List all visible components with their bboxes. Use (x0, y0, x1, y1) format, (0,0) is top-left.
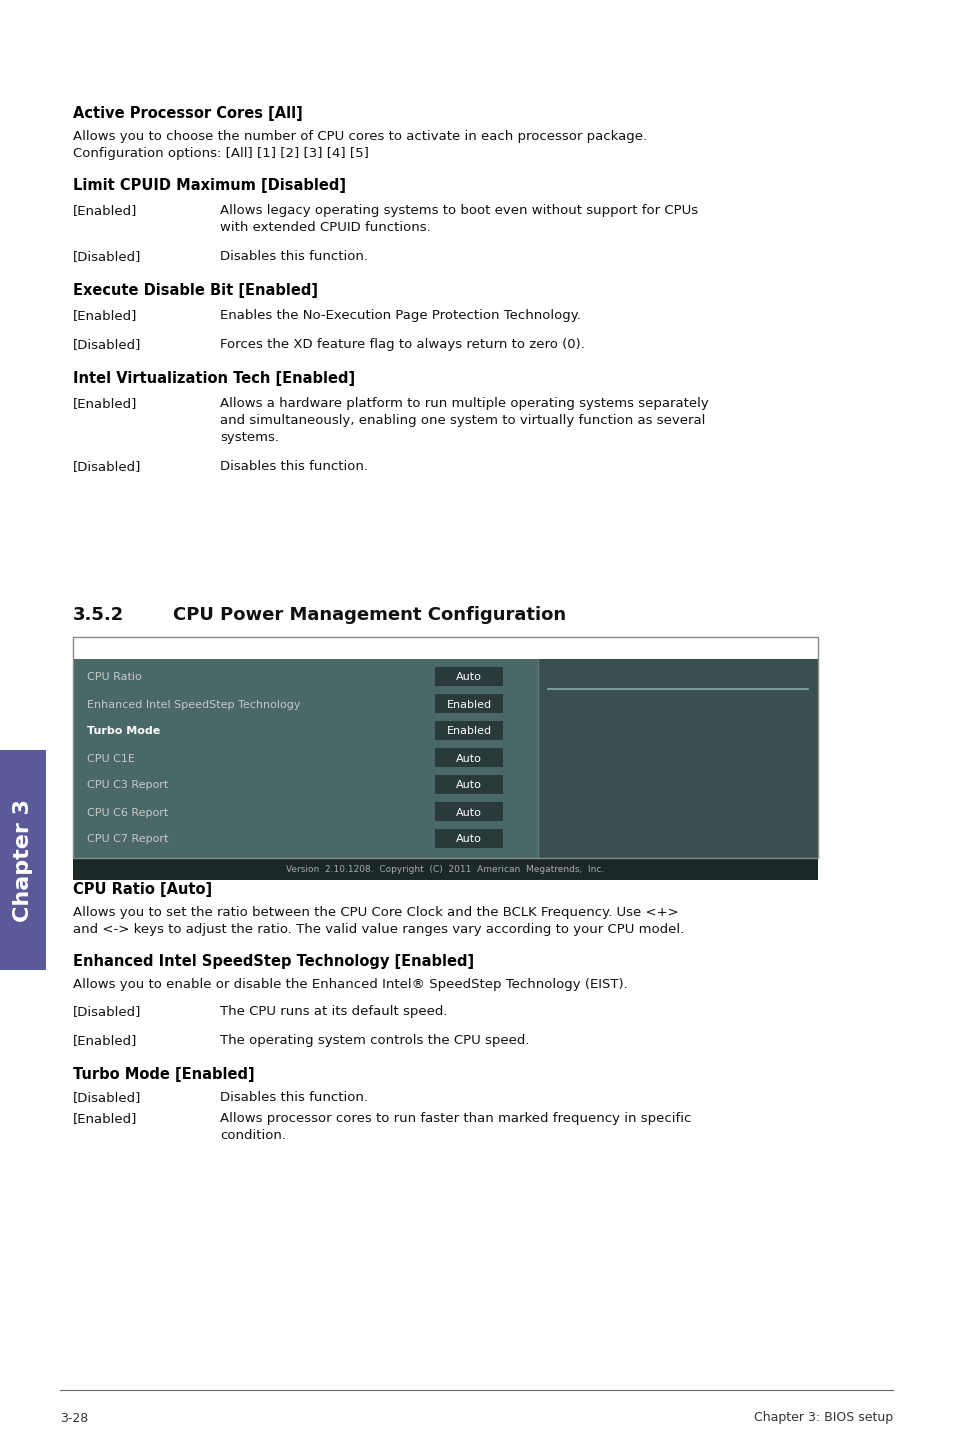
Text: systems.: systems. (220, 431, 278, 444)
Text: Disables this function.: Disables this function. (220, 250, 368, 263)
Text: and simultaneously, enabling one system to virtually function as several: and simultaneously, enabling one system … (220, 414, 704, 427)
Bar (73, 858, 817, 880)
Text: Chapter 3: Chapter 3 (13, 798, 33, 922)
Bar (435, 802, 502, 821)
Text: CPU C1E: CPU C1E (87, 754, 134, 764)
Text: Execute Disable Bit [Enabled]: Execute Disable Bit [Enabled] (73, 283, 317, 298)
Text: [Disabled]: [Disabled] (73, 338, 141, 351)
Text: 3-28: 3-28 (60, 1412, 89, 1425)
Bar (73, 659, 537, 858)
Text: [Disabled]: [Disabled] (73, 250, 141, 263)
Text: Allows processor cores to run faster than marked frequency in specific: Allows processor cores to run faster tha… (220, 1112, 691, 1125)
Text: Allows you to set the ratio between the CPU Core Clock and the BCLK Frequency. U: Allows you to set the ratio between the … (73, 906, 678, 919)
Bar (537, 659, 817, 858)
Text: Auto: Auto (456, 834, 481, 844)
Text: Enabled: Enabled (446, 699, 491, 709)
Text: Allows a hardware platform to run multiple operating systems separately: Allows a hardware platform to run multip… (220, 397, 708, 410)
Bar (435, 720, 502, 741)
Text: Enabled: Enabled (446, 726, 491, 736)
Text: Disables this function.: Disables this function. (220, 460, 368, 473)
Text: Allows you to enable or disable the Enhanced Intel® SpeedStep Technology (EIST).: Allows you to enable or disable the Enha… (73, 978, 627, 991)
Text: [Disabled]: [Disabled] (73, 1005, 141, 1018)
Text: condition.: condition. (220, 1129, 286, 1142)
Bar (435, 828, 502, 848)
Text: [Enabled]: [Enabled] (73, 309, 137, 322)
Text: Enhanced Intel SpeedStep Technology [Enabled]: Enhanced Intel SpeedStep Technology [Ena… (73, 953, 474, 969)
Text: Allows you to choose the number of CPU cores to activate in each processor packa: Allows you to choose the number of CPU c… (73, 129, 646, 142)
Text: [Enabled]: [Enabled] (73, 397, 137, 410)
Text: Disables this function.: Disables this function. (220, 1091, 368, 1104)
Text: Active Processor Cores [All]: Active Processor Cores [All] (73, 106, 302, 121)
Text: Configuration options: [All] [1] [2] [3] [4] [5]: Configuration options: [All] [1] [2] [3]… (73, 147, 369, 160)
Text: The CPU runs at its default speed.: The CPU runs at its default speed. (220, 1005, 447, 1018)
Text: and <-> keys to adjust the ratio. The valid value ranges vary according to your : and <-> keys to adjust the ratio. The va… (73, 923, 683, 936)
Text: The operating system controls the CPU speed.: The operating system controls the CPU sp… (220, 1034, 529, 1047)
Text: CPU C6 Report: CPU C6 Report (87, 808, 168, 817)
Text: Forces the XD feature flag to always return to zero (0).: Forces the XD feature flag to always ret… (220, 338, 584, 351)
Text: Limit CPUID Maximum [Disabled]: Limit CPUID Maximum [Disabled] (73, 178, 346, 193)
Text: Turbo Mode: Turbo Mode (87, 726, 160, 736)
Text: 3.5.2: 3.5.2 (73, 605, 124, 624)
Text: [Enabled]: [Enabled] (73, 1034, 137, 1047)
Text: with extended CPUID functions.: with extended CPUID functions. (220, 221, 431, 234)
Text: Auto: Auto (456, 673, 481, 683)
Bar (435, 667, 502, 686)
Text: CPU C7 Report: CPU C7 Report (87, 834, 168, 844)
Text: [Enabled]: [Enabled] (73, 1112, 137, 1125)
Text: Enables the No-Execution Page Protection Technology.: Enables the No-Execution Page Protection… (220, 309, 580, 322)
Text: [Enabled]: [Enabled] (73, 204, 137, 217)
Text: Auto: Auto (456, 754, 481, 764)
Bar (435, 775, 502, 794)
Text: Chapter 3: BIOS setup: Chapter 3: BIOS setup (753, 1412, 892, 1425)
Text: Auto: Auto (456, 781, 481, 791)
Text: CPU Power Management Configuration: CPU Power Management Configuration (172, 605, 565, 624)
Bar (0, 751, 46, 971)
Text: CPU Ratio [Auto]: CPU Ratio [Auto] (73, 881, 212, 897)
Text: Intel Virtualization Tech [Enabled]: Intel Virtualization Tech [Enabled] (73, 371, 355, 385)
Text: Turbo Mode [Enabled]: Turbo Mode [Enabled] (73, 1067, 254, 1081)
Text: CPU Ratio: CPU Ratio (87, 673, 142, 683)
Text: Auto: Auto (456, 808, 481, 817)
Text: [Disabled]: [Disabled] (73, 1091, 141, 1104)
Text: Allows legacy operating systems to boot even without support for CPUs: Allows legacy operating systems to boot … (220, 204, 698, 217)
Text: CPU C3 Report: CPU C3 Report (87, 781, 168, 791)
Text: [Disabled]: [Disabled] (73, 460, 141, 473)
Bar (73, 637, 817, 858)
Text: Version  2.10.1208.  Copyright  (C)  2011  American  Megatrends,  Inc.: Version 2.10.1208. Copyright (C) 2011 Am… (286, 864, 604, 873)
Text: Enhanced Intel SpeedStep Technology: Enhanced Intel SpeedStep Technology (87, 699, 300, 709)
Bar (435, 695, 502, 713)
Bar (435, 748, 502, 766)
